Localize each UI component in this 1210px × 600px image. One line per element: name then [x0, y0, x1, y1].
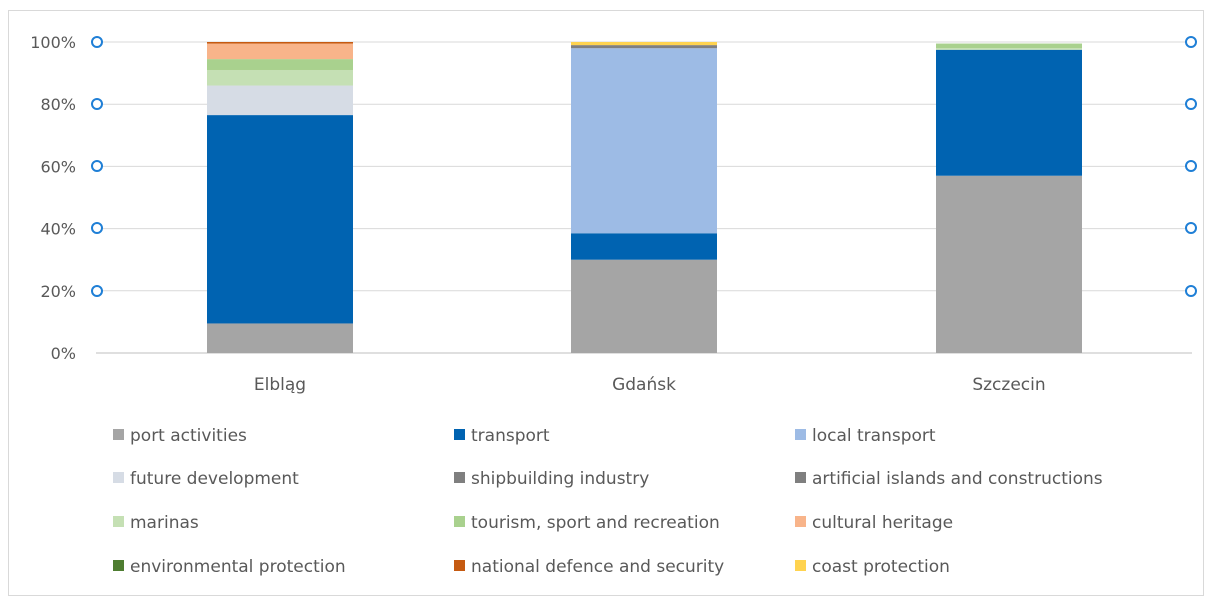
- bar-elbl-g-transport: [207, 115, 353, 324]
- left-handle-3[interactable]: [91, 222, 103, 234]
- left-handle-0[interactable]: [91, 36, 103, 48]
- bar-gda-sk-local-transport: [571, 48, 717, 234]
- bar-gda-sk-port-activities: [571, 259, 717, 353]
- legend-swatch-port-activities: [113, 429, 124, 440]
- bar-elbl-g-cultural-heritage: [207, 43, 353, 60]
- legend-swatch-coast-protection: [795, 560, 806, 571]
- right-handle-0[interactable]: [1185, 36, 1197, 48]
- legend-label-shipbuilding-industry: shipbuilding industry: [471, 469, 649, 489]
- y-tick-label: 20%: [40, 282, 76, 301]
- legend-label-cultural-heritage: cultural heritage: [812, 513, 953, 533]
- right-handle-1[interactable]: [1185, 98, 1197, 110]
- legend-swatch-tourism-sport-and-recreation: [454, 516, 465, 527]
- left-handle-1[interactable]: [91, 98, 103, 110]
- bar-gda-sk-coast-protection: [571, 42, 717, 46]
- bar-elbl-g-national-defence-and-security: [207, 42, 353, 44]
- legend-swatch-shipbuilding-industry: [454, 472, 465, 483]
- legend-label-local-transport: local transport: [812, 426, 936, 446]
- bar-gda-sk-shipbuilding-industry: [571, 45, 717, 49]
- bar-elbl-g-port-activities: [207, 323, 353, 353]
- y-tick-label: 40%: [40, 220, 76, 239]
- legend-swatch-artificial-islands-and-constructions: [795, 472, 806, 483]
- bar-elbl-g-future-development: [207, 85, 353, 116]
- y-tick-label: 80%: [40, 95, 76, 114]
- y-tick-label: 0%: [51, 344, 76, 363]
- right-handle-4[interactable]: [1185, 285, 1197, 297]
- legend-label-national-defence-and-security: national defence and security: [471, 557, 724, 577]
- legend-swatch-cultural-heritage: [795, 516, 806, 527]
- legend-swatch-environmental-protection: [113, 560, 124, 571]
- x-tick-label: Szczecin: [972, 375, 1045, 395]
- left-handle-4[interactable]: [91, 285, 103, 297]
- y-tick-label: 60%: [40, 157, 76, 176]
- y-tick-label: 100%: [30, 33, 76, 52]
- legend-swatch-marinas: [113, 516, 124, 527]
- right-handle-2[interactable]: [1185, 160, 1197, 172]
- legend-label-coast-protection: coast protection: [812, 557, 950, 577]
- legend-swatch-local-transport: [795, 429, 806, 440]
- legend-label-marinas: marinas: [130, 513, 199, 533]
- legend-label-tourism-sport-and-recreation: tourism, sport and recreation: [471, 513, 720, 533]
- bar-elbl-g-marinas: [207, 69, 353, 86]
- left-handle-2[interactable]: [91, 160, 103, 172]
- bar-szczecin-tourism-sport-and-recreation: [936, 43, 1082, 49]
- legend-swatch-transport: [454, 429, 465, 440]
- bar-szczecin-marinas: [936, 48, 1082, 50]
- x-tick-label: Gdańsk: [612, 375, 676, 395]
- legend-swatch-national-defence-and-security: [454, 560, 465, 571]
- legend-label-port-activities: port activities: [130, 426, 247, 446]
- legend-swatch-future-development: [113, 472, 124, 483]
- bar-szczecin-port-activities: [936, 175, 1082, 353]
- right-handle-3[interactable]: [1185, 222, 1197, 234]
- legend-label-transport: transport: [471, 426, 550, 446]
- bar-gda-sk-transport: [571, 233, 717, 260]
- x-tick-label: Elbląg: [254, 375, 306, 395]
- bar-elbl-g-tourism-sport-and-recreation: [207, 59, 353, 70]
- legend-label-future-development: future development: [130, 469, 299, 489]
- bar-szczecin-transport: [936, 49, 1082, 176]
- legend-label-artificial-islands-and-constructions: artificial islands and constructions: [812, 469, 1103, 489]
- legend-label-environmental-protection: environmental protection: [130, 557, 346, 577]
